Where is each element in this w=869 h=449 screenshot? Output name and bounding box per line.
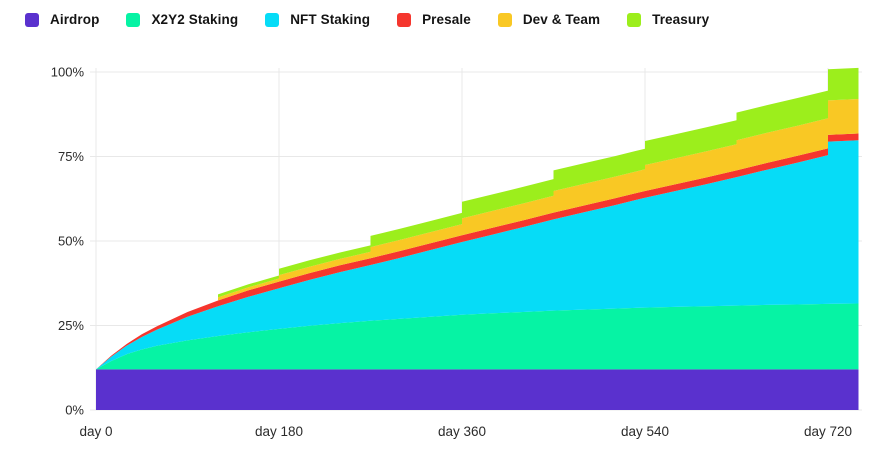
x-tick-label-720: day 720: [804, 424, 852, 439]
x-tick-label-540: day 540: [621, 424, 669, 439]
area-x2y2-staking[interactable]: [96, 303, 859, 370]
y-tick-label-50: 50%: [58, 234, 84, 249]
legend-item-airdrop[interactable]: Airdrop: [25, 12, 99, 27]
legend-swatch-treasury-icon: [627, 12, 642, 27]
y-tick-label-75: 75%: [58, 149, 84, 164]
legend-label-dev: Dev & Team: [522, 12, 601, 27]
legend-label-nft: NFT Staking: [290, 12, 371, 27]
x-tick-label-180: day 180: [255, 424, 303, 439]
legend-label-airdrop: Airdrop: [50, 12, 100, 27]
area-dev-team[interactable]: [96, 99, 859, 370]
legend-swatch-presale-icon: [397, 12, 412, 27]
x-tick-label-360: day 360: [438, 424, 486, 439]
y-tick-label-0: 0%: [65, 403, 84, 418]
legend-item-treasury[interactable]: Treasury: [627, 12, 709, 27]
y-tick-label-25: 25%: [58, 318, 84, 333]
legend-swatch-nft-icon: [265, 12, 280, 27]
legend-item-dev[interactable]: Dev & Team: [497, 12, 601, 27]
y-tick-label-100: 100%: [51, 65, 85, 80]
legend-swatch-dev-icon: [497, 12, 512, 27]
legend-swatch-airdrop-icon: [25, 12, 39, 27]
legend-label-treasury: Treasury: [652, 12, 710, 27]
legend-item-presale[interactable]: Presale: [397, 12, 471, 27]
x-tick-label-0: day 0: [79, 424, 112, 439]
area-treasury[interactable]: [96, 67, 859, 370]
legend-label-presale: Presale: [422, 12, 471, 27]
legend-item-nft[interactable]: NFT Staking: [265, 12, 370, 27]
legend-label-x2y2: X2Y2 Staking: [151, 12, 239, 27]
area-presale[interactable]: [96, 133, 859, 370]
x-axis-labels: day 0 day 180 day 360 day 540 day 720: [79, 424, 852, 439]
area-series: [96, 67, 859, 410]
legend-item-x2y2[interactable]: X2Y2 Staking: [126, 12, 238, 27]
area-airdrop[interactable]: [96, 369, 859, 410]
area-nft-staking[interactable]: [96, 140, 859, 370]
y-axis-labels: 0% 25% 50% 75% 100%: [51, 65, 85, 418]
chart-legend: Airdrop X2Y2 Staking NFT Staking Presale Dev…: [25, 12, 709, 27]
legend-swatch-x2y2-icon: [126, 12, 141, 27]
